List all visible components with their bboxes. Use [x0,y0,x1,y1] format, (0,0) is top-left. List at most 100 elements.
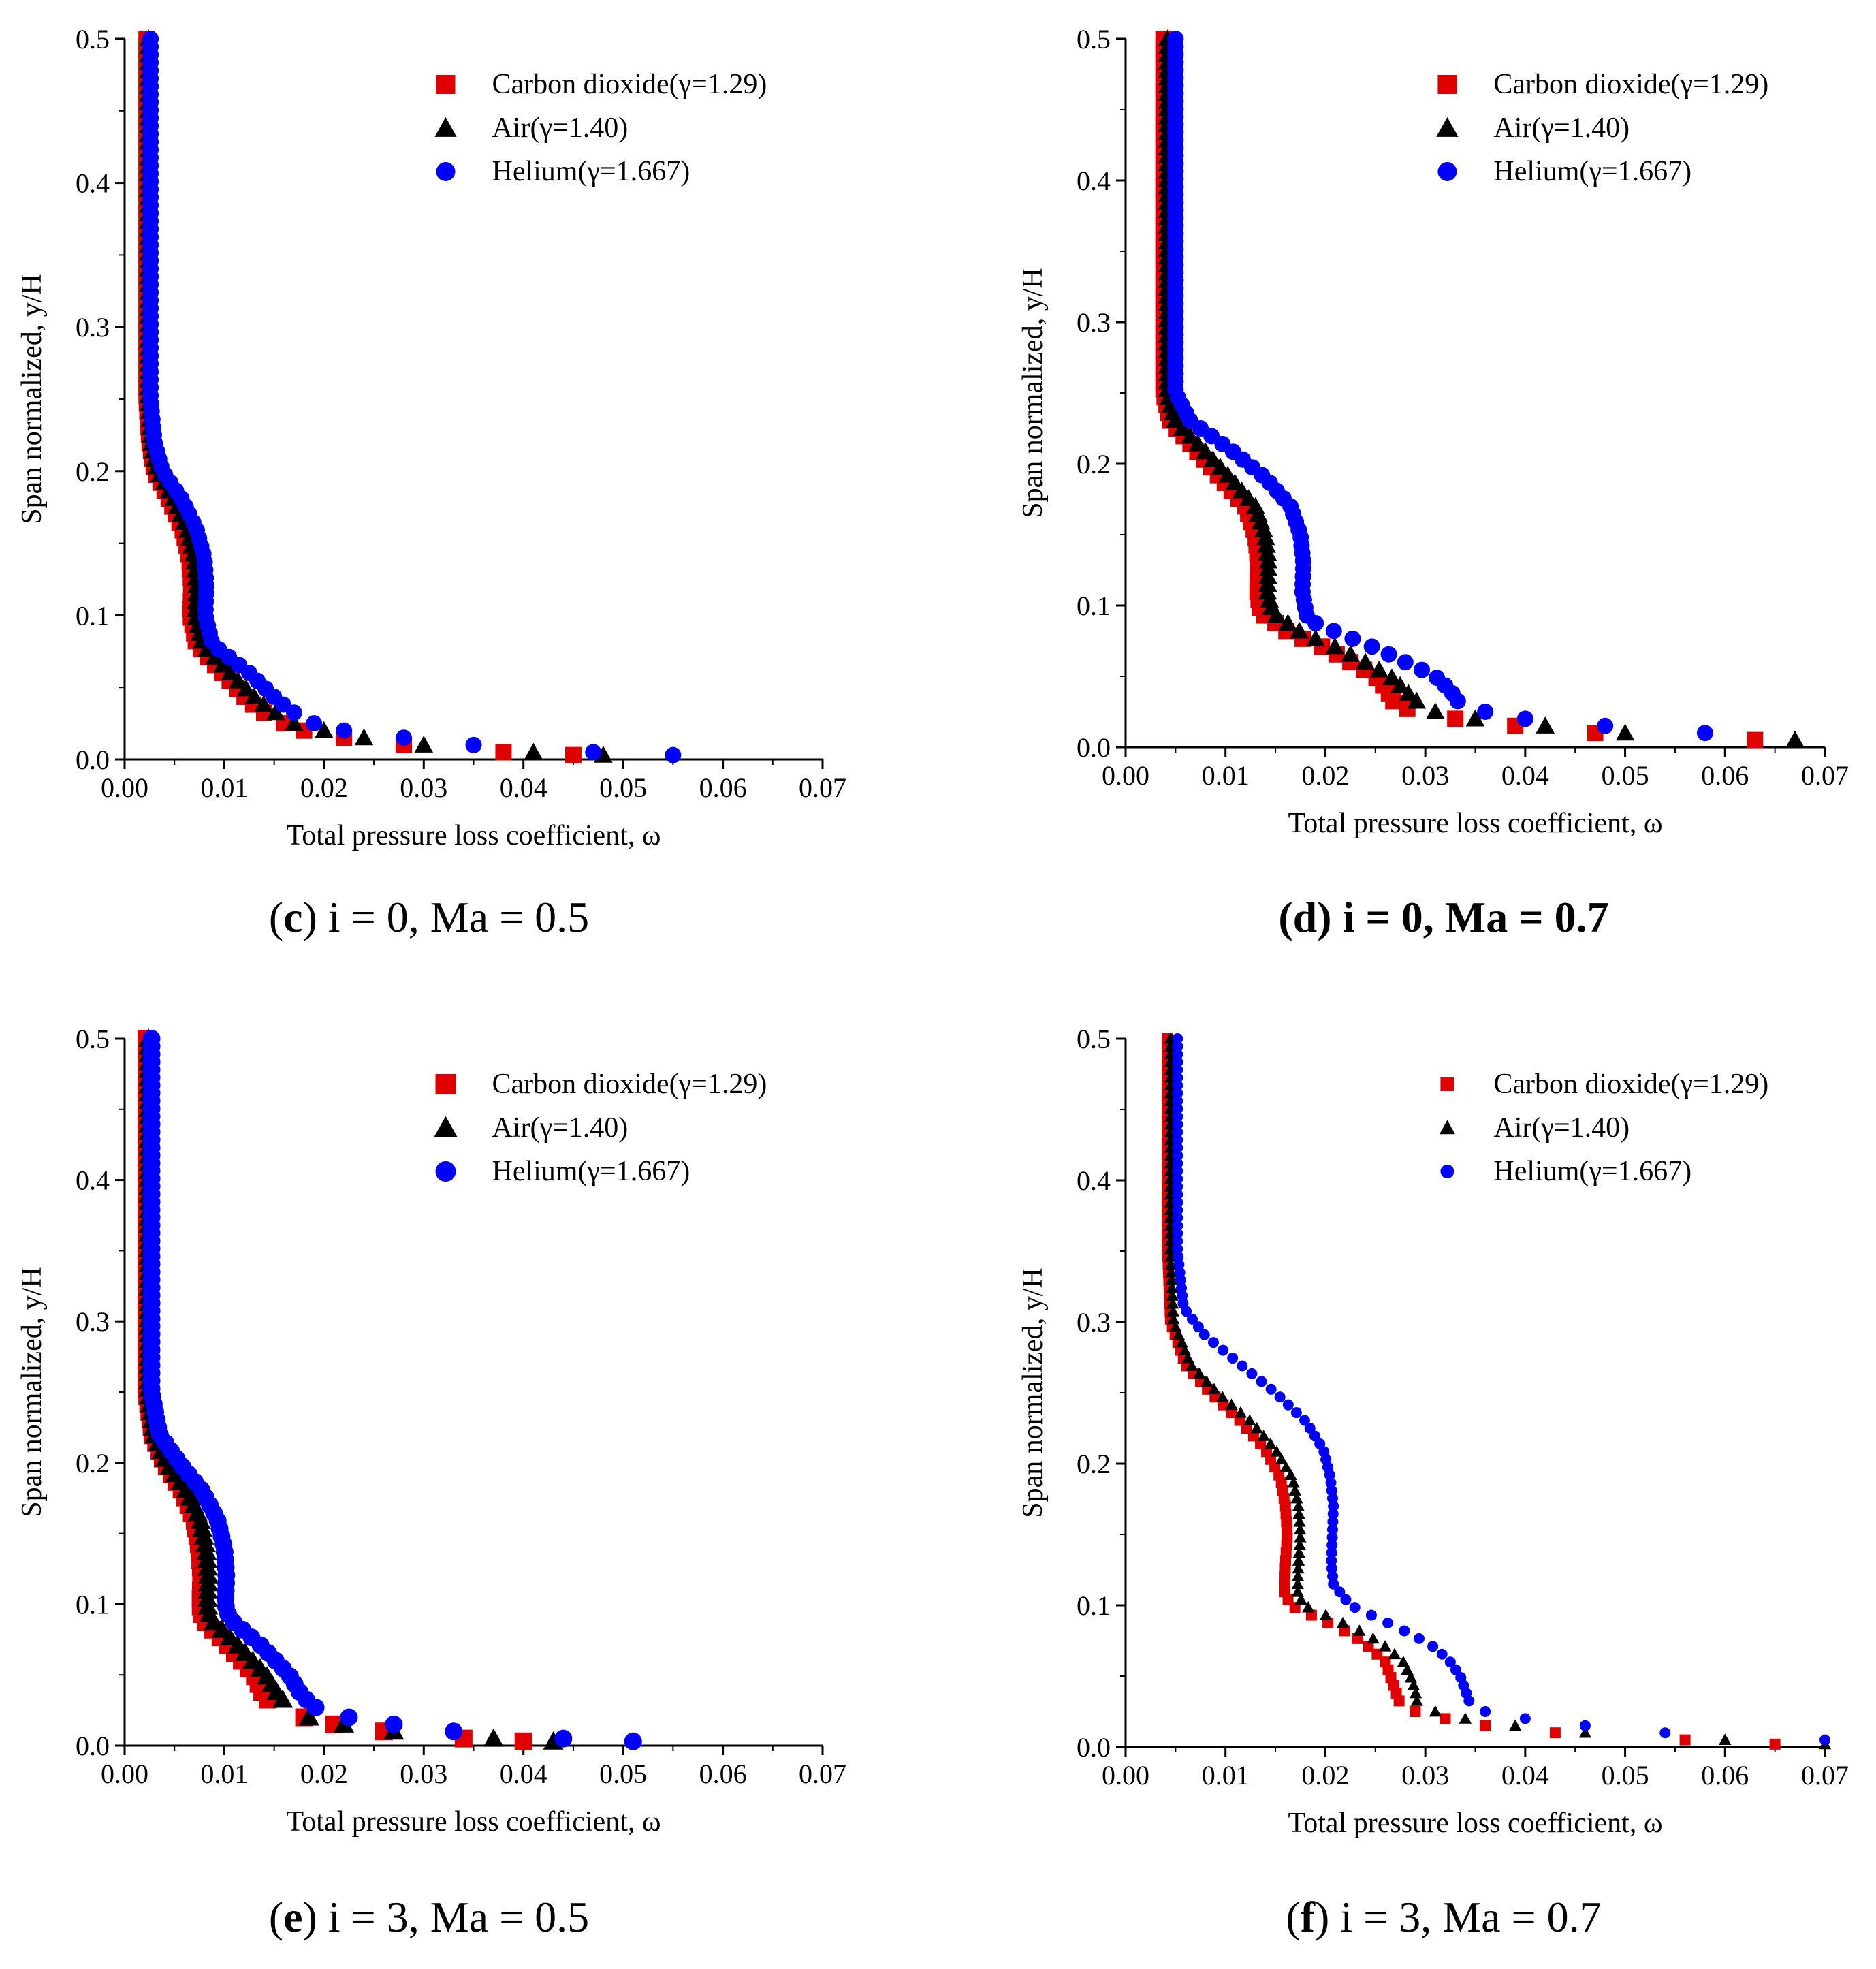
data-point [1304,1423,1316,1434]
data-point [1243,1414,1256,1425]
data-point [1319,1609,1333,1620]
y-axis-title-e: Span normalized, y/H [16,1267,48,1517]
legend-marker-co2 [436,75,456,94]
x-tick-label-e: 0.01 [200,1759,248,1789]
data-point [1226,1407,1237,1419]
data-point [1172,1134,1183,1146]
x-tick-label-c: 0.02 [300,772,348,803]
x-tick-label-d: 0.01 [1202,760,1250,791]
caption-c: (c) i = 0, Ma = 0.5 [268,893,590,941]
y-axis-title-f: Span normalized, y/H [1017,1267,1049,1517]
x-tick-label-c: 0.01 [200,772,248,803]
series-co2-e [138,1030,532,1750]
data-point [1785,730,1805,748]
series-co2-d [1155,31,1764,749]
data-point [524,742,543,760]
data-point [1172,1048,1183,1060]
data-point [1819,1734,1830,1746]
series-helium-e [142,1030,642,1750]
x-tick-label-c: 0.07 [799,772,846,803]
data-point [1293,1539,1306,1550]
legend-marker-co2 [1437,75,1457,94]
data-point [1172,1072,1183,1084]
chart-e: 0.00 0.01 0.02 0.03 0.04 0.05 0.06 0.07 0.0 0.1 0.… [16,1024,846,1838]
data-point [1173,419,1192,437]
data-point [1264,1437,1277,1449]
data-point [1192,1321,1204,1333]
data-point [221,663,240,681]
x-tick-label-d: 0.06 [1701,760,1749,791]
legend-marker-air [1436,116,1459,137]
data-point [1292,1500,1305,1511]
caption-c-text: i = 0, Ma = 0.5 [317,893,590,941]
data-point [1516,710,1533,727]
data-point [1407,691,1427,709]
caption-f-text: i = 3, Ma = 0.7 [1329,1893,1602,1941]
data-point [190,1510,211,1529]
data-point [1181,1306,1192,1317]
data-point [1477,704,1494,720]
data-point [1218,1399,1229,1411]
data-point [1325,623,1342,640]
data-point [1265,1383,1277,1395]
data-point [1679,1734,1691,1746]
data-point [1172,1150,1183,1161]
caption-d-letter: d [1292,893,1318,941]
data-point [1328,1578,1339,1590]
x-tick-label-e: 0.03 [400,1759,447,1789]
data-point [1172,1142,1183,1154]
data-point [1597,717,1614,734]
data-point [1328,1500,1339,1512]
y-tick-label-d: 0.2 [1077,449,1111,479]
data-point [1449,693,1466,710]
data-point [1659,1727,1671,1739]
data-point [236,679,256,697]
data-point [1339,1625,1350,1637]
data-point [192,1518,213,1537]
data-point [465,736,482,753]
data-point [1382,668,1401,686]
x-tick-label-e: 0.06 [699,1759,747,1789]
data-point [514,1732,532,1750]
y-tick-label-c: 0.5 [76,24,110,54]
data-point [1172,1235,1183,1247]
caption-d: (d) i = 0, Ma = 0.7 [1278,893,1609,941]
series-helium-d [1167,31,1713,742]
y-tick-label-d: 0.3 [1077,307,1111,338]
data-point [1200,1375,1213,1387]
data-point [1172,1243,1183,1255]
data-point [1257,535,1276,553]
data-point [1172,1064,1183,1075]
data-point [1225,1398,1238,1411]
data-point [1427,1641,1439,1652]
data-point [1172,1033,1183,1044]
data-point [1307,615,1324,631]
data-point [1480,1706,1491,1717]
legend-label-air: Air(γ=1.40) [492,1112,629,1144]
y-tick-label-f: 0.0 [1077,1732,1111,1763]
x-tick-label-d: 0.04 [1501,760,1549,791]
data-point [1579,1720,1591,1731]
data-point [1216,1391,1229,1402]
data-point [229,671,248,689]
x-tick-label-c: 0.00 [101,772,148,803]
caption-d-text: i = 0, Ma = 0.7 [1331,893,1609,941]
data-point [354,728,374,746]
x-tick-label-c: 0.05 [599,772,647,803]
caption-c-letter: c [283,893,303,941]
data-point [1390,676,1410,693]
data-point [1172,1188,1183,1200]
caption-e-text: i = 3, Ma = 0.5 [317,1893,590,1941]
data-point [1218,1344,1229,1356]
x-tick-label-e: 0.02 [300,1759,348,1789]
x-axis-title-d: Total pressure loss coefficient, ω [1288,808,1663,839]
data-point [1326,1524,1338,1535]
data-point [1326,1547,1337,1559]
data-point [1747,731,1764,749]
caption-f: (f) i = 3, Ma = 0.7 [1286,1893,1602,1941]
legend-label-air: Air(γ=1.40) [492,112,629,144]
data-point [1459,1712,1472,1724]
data-point [1166,1281,1179,1293]
x-tick-label-d: 0.05 [1602,760,1649,791]
legend-marker-co2 [1440,1077,1454,1091]
